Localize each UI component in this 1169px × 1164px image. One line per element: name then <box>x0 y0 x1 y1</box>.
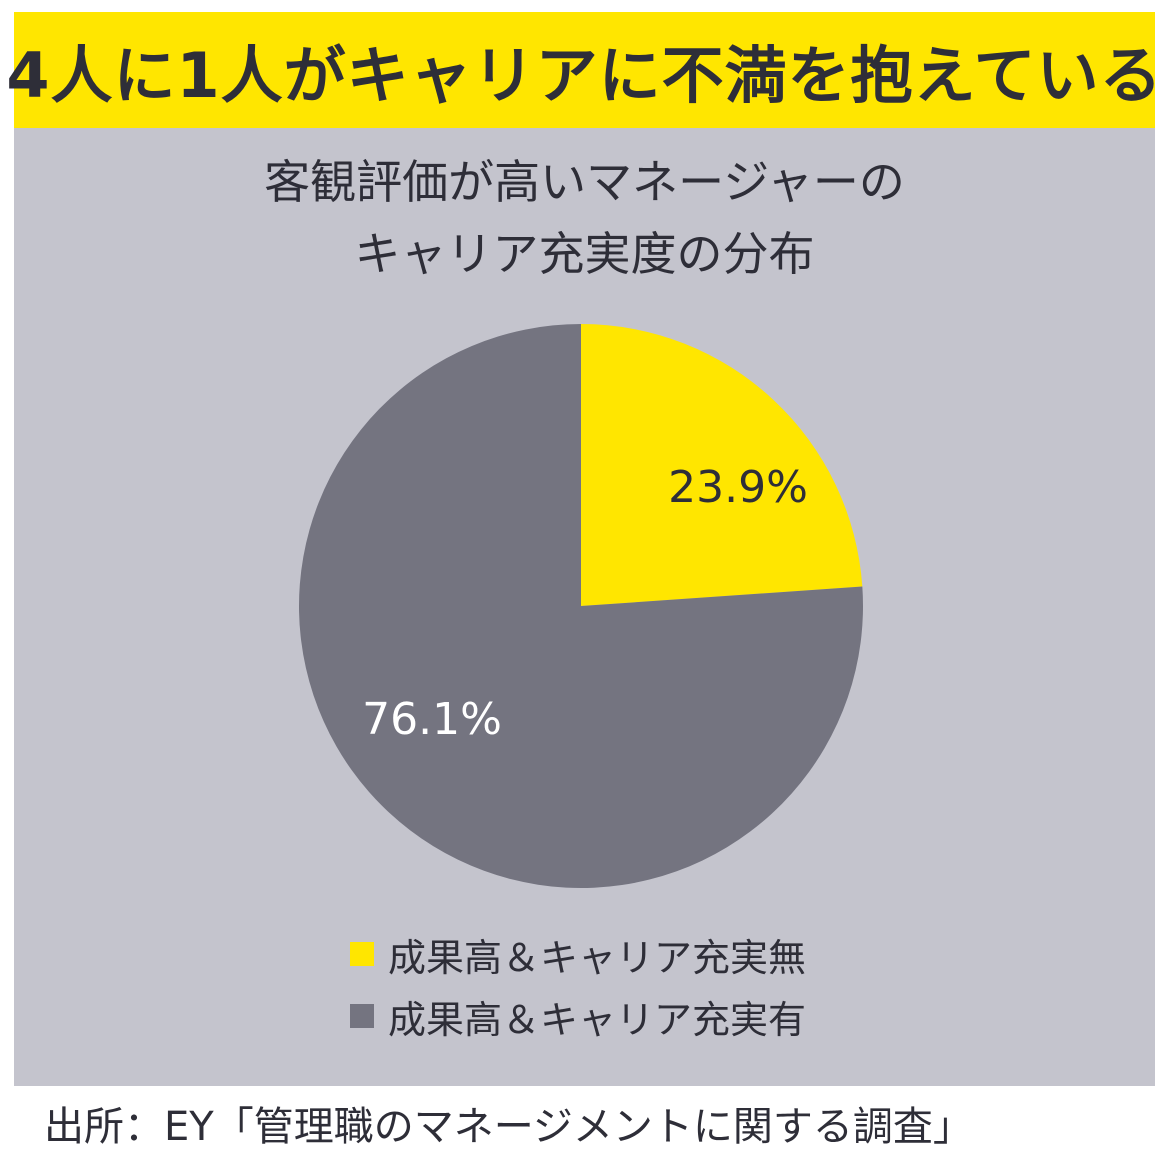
chart-title-line-2: キャリア充実度の分布 <box>354 227 815 281</box>
chart-title-line-1: 客観評価が高いマネージャーの <box>264 155 905 209</box>
chart-panel: 客観評価が高いマネージャーの キャリア充実度の分布 23.9% 76.1% 成果高… <box>14 128 1155 1086</box>
legend-swatch-gray <box>350 1004 374 1028</box>
pie-data-label: 23.9% <box>668 462 808 513</box>
legend-swatch-yellow <box>350 942 374 966</box>
headline-banner: 4人に1人がキャリアに不満を抱えている <box>6 12 1162 128</box>
source-note: 出所：EY「管理職のマネージメントに関する調査」 <box>44 1104 973 1150</box>
pie-slice-no-fulfillment <box>581 324 863 606</box>
pie-data-label: 76.1% <box>362 694 502 745</box>
pie-chart: 23.9% 76.1% <box>299 324 863 888</box>
legend-label: 成果高＆キャリア充実無 <box>388 935 807 980</box>
headline-text: 4人に1人がキャリアに不満を抱えている <box>6 39 1163 112</box>
legend-item-no-fulfillment: 成果高＆キャリア充実無 <box>350 923 806 985</box>
pie-slice-fulfillment <box>299 324 863 888</box>
chart-legend: 成果高＆キャリア充実無 成果高＆キャリア充実有 <box>350 923 806 1047</box>
legend-label: 成果高＆キャリア充実有 <box>388 997 807 1042</box>
legend-item-fulfillment: 成果高＆キャリア充実有 <box>350 985 806 1047</box>
